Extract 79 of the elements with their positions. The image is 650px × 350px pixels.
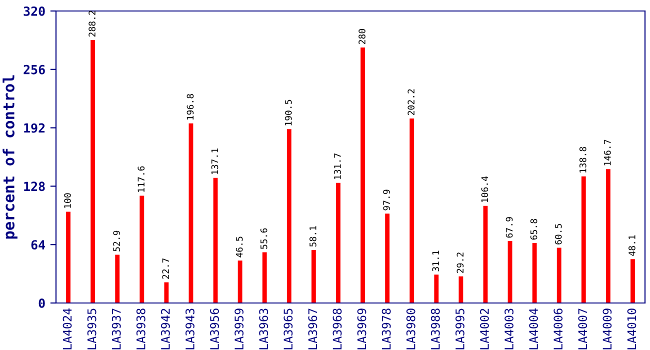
bar [434,274,439,303]
data-label: 52.9 [113,230,120,252]
x-tick-label: LA4007 [578,308,588,350]
data-label: 22.7 [162,258,169,279]
bar [360,48,365,303]
bar [262,252,267,303]
data-label: 67.9 [506,217,513,238]
data-label: 65.8 [530,219,538,240]
data-label: 46.5 [236,236,243,258]
x-tick-label: LA3980 [406,308,416,350]
x-tick-label: LA3956 [210,308,219,350]
bar [410,118,414,303]
x-tick-label: LA3988 [430,308,440,350]
x-tick-label: LA4004 [529,308,538,350]
x-tick-label: LA4009 [602,308,612,350]
bar [311,250,316,303]
bar [483,206,488,303]
x-tick-label: LA3965 [284,308,293,350]
bar [115,254,120,303]
bar [213,178,218,303]
data-label: 97.9 [383,190,390,210]
bar [164,282,169,303]
x-tick-label: LA4003 [504,308,514,350]
data-label: 190.5 [284,100,292,126]
bar [532,242,537,303]
bar [90,40,96,303]
x-tick-label: LA3937 [112,308,121,350]
y-tick-label: 256 [24,64,45,74]
bar [188,123,194,303]
data-label: 48.1 [628,235,636,256]
data-label: 100 [64,193,71,208]
data-label: 131.7 [334,154,341,179]
x-tick-label: LA3968 [332,308,342,350]
y-tick-label: 128 [24,182,45,192]
x-tick-label: LA3963 [259,308,268,350]
bar [385,214,390,303]
data-label: 55.6 [260,228,268,249]
x-tick-label: LA3969 [357,308,366,350]
data-label: 31.1 [432,250,440,272]
bar [66,212,70,303]
data-label: 60.5 [554,224,562,244]
x-tick-label: LA3942 [160,308,170,350]
data-label: 117.6 [138,166,145,192]
data-label: 137.1 [211,148,218,174]
bar [508,241,512,303]
y-tick-label: 0 [38,298,45,308]
data-label: 106.4 [481,176,488,202]
x-tick-label: LA4006 [554,308,563,350]
x-tick-label: LA3935 [87,308,96,350]
x-tick-label: LA3978 [382,308,391,350]
x-tick-label: LA4010 [627,308,636,350]
y-tick-label: 192 [24,123,45,133]
bar [458,276,464,303]
y-tick-label: 320 [24,6,45,16]
bar [556,248,562,303]
data-label: 202.2 [408,89,414,116]
y-tick-label: 64 [31,240,46,250]
x-tick-label: LA3943 [186,308,194,350]
data-label: 29.2 [456,252,464,273]
bar [140,196,144,303]
data-label: 196.8 [186,94,194,120]
x-tick-label: LA4024 [62,308,72,350]
y-axis-title: percent of control [2,75,18,239]
bar [238,260,242,303]
x-tick-label: LA3938 [136,308,146,350]
x-tick-label: LA4002 [480,308,489,350]
bar [336,182,340,303]
data-label: 280 [358,29,366,44]
data-label: 138.8 [579,146,586,172]
data-label: 288.2 [88,10,96,37]
data-label: 146.7 [604,140,611,166]
bar [581,176,586,303]
x-tick-label: LA3967 [308,308,318,350]
x-tick-label: LA3959 [234,308,244,350]
bar [286,129,292,303]
data-label: 58.1 [310,226,316,247]
x-tick-label: LA3995 [455,308,464,350]
bar [630,259,635,303]
bar [606,169,610,303]
